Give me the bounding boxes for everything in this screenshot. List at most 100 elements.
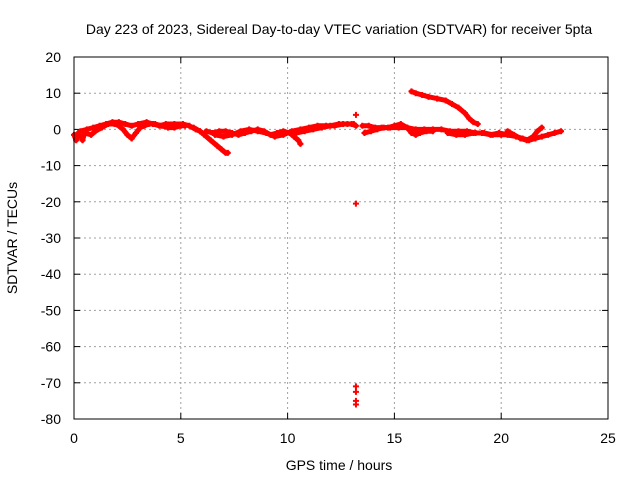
data-point <box>77 128 84 135</box>
data-point <box>551 130 558 137</box>
data-point <box>511 131 518 138</box>
data-point <box>318 124 325 131</box>
y-tick-label: -80 <box>41 411 61 427</box>
data-point <box>156 122 163 129</box>
data-point <box>367 128 374 135</box>
data-points <box>71 88 565 408</box>
data-point <box>352 388 359 395</box>
data-point <box>350 120 357 127</box>
x-tick-label: 15 <box>387 430 403 446</box>
data-point <box>352 383 359 390</box>
data-point <box>470 130 477 137</box>
data-point <box>438 126 445 133</box>
data-point <box>132 130 139 137</box>
data-point <box>365 122 372 129</box>
series-arc-i <box>408 88 481 127</box>
x-tick-label: 25 <box>600 430 616 446</box>
data-point <box>534 128 541 135</box>
data-point <box>201 131 208 138</box>
data-point <box>224 149 231 156</box>
data-point <box>474 120 481 127</box>
data-point <box>103 120 110 127</box>
y-tick-label: 10 <box>45 85 61 101</box>
data-point <box>128 135 135 142</box>
data-point <box>171 120 178 127</box>
data-point <box>380 124 387 131</box>
data-point <box>229 131 236 138</box>
data-point <box>297 140 304 147</box>
data-point <box>442 97 449 104</box>
y-tick-label: 20 <box>45 49 61 65</box>
data-point <box>237 128 244 135</box>
data-point <box>387 124 394 131</box>
data-point <box>214 142 221 149</box>
data-point <box>327 122 334 129</box>
data-point <box>412 90 419 97</box>
data-point <box>545 131 552 138</box>
data-point <box>335 120 342 127</box>
data-point <box>254 128 261 135</box>
data-point <box>88 131 95 138</box>
data-point <box>359 122 366 129</box>
data-point <box>421 126 428 133</box>
data-point <box>453 131 460 138</box>
data-point <box>109 119 116 126</box>
y-tick-label: -30 <box>41 230 61 246</box>
data-point <box>115 119 122 126</box>
data-point <box>263 130 270 137</box>
data-point <box>120 126 127 133</box>
y-tick-label: -50 <box>41 302 61 318</box>
data-point <box>530 133 537 140</box>
y-tick-label: -60 <box>41 339 61 355</box>
data-point <box>90 124 97 131</box>
data-point <box>203 128 210 135</box>
data-point <box>538 133 545 140</box>
grid-lines <box>74 57 608 419</box>
y-tick-label: -20 <box>41 194 61 210</box>
data-point <box>412 131 419 138</box>
data-point <box>374 126 381 133</box>
data-point <box>455 104 462 111</box>
data-point <box>162 120 169 127</box>
data-point <box>408 88 415 95</box>
data-point <box>404 124 411 131</box>
x-tick-label: 20 <box>493 430 509 446</box>
data-point <box>79 137 86 144</box>
data-point <box>128 122 135 129</box>
series-outliers <box>352 111 359 408</box>
data-point <box>179 120 186 127</box>
data-point <box>293 130 300 137</box>
series-arc-f <box>293 120 357 137</box>
y-axis-label: SDTVAR / TECUs <box>4 182 20 294</box>
data-point <box>288 128 295 135</box>
tick-labels: 20 10 0 -10 -20 -30 -40 -50 -60 -70 -80 0 5 10 15 20 25 <box>41 49 616 446</box>
data-point <box>419 92 426 99</box>
data-point <box>449 101 456 108</box>
data-point <box>352 401 359 408</box>
series-arc-c <box>190 124 231 156</box>
data-point <box>143 119 150 126</box>
data-point <box>295 137 302 144</box>
data-point <box>517 135 524 142</box>
plot-frame <box>73 56 609 420</box>
data-point <box>222 128 229 135</box>
data-point <box>301 128 308 135</box>
data-point <box>211 131 218 138</box>
data-point <box>434 95 441 102</box>
series-arc-k <box>504 124 545 144</box>
data-point <box>478 130 485 137</box>
data-point <box>361 130 368 137</box>
data-point <box>280 131 287 138</box>
data-point <box>135 120 142 127</box>
data-point <box>197 128 204 135</box>
data-point <box>352 111 359 118</box>
data-point <box>444 130 451 137</box>
data-point <box>395 124 402 131</box>
y-tick-label: -70 <box>41 375 61 391</box>
data-point <box>344 120 351 127</box>
data-point <box>504 128 511 135</box>
data-point <box>291 133 298 140</box>
data-point <box>122 120 129 127</box>
data-point <box>310 126 317 133</box>
